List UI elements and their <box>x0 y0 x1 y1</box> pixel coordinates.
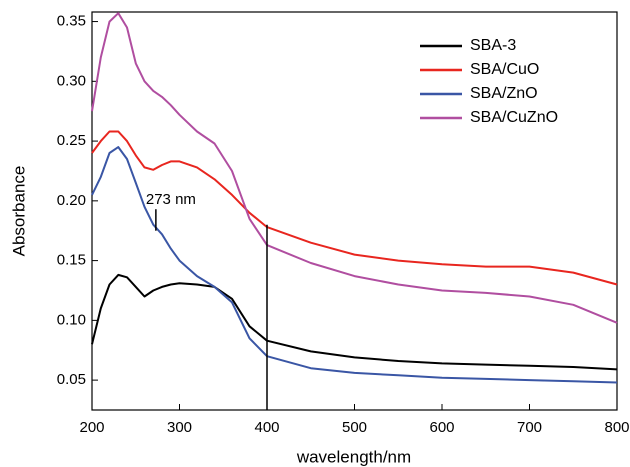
legend-text: SBA-3 <box>470 37 516 54</box>
x-tick-label: 300 <box>167 419 192 436</box>
legend-text: SBA/CuO <box>470 61 539 78</box>
y-tick-label: 0.20 <box>57 192 86 209</box>
legend-text: SBA/ZnO <box>470 85 538 102</box>
y-tick-label: 0.30 <box>57 72 86 89</box>
series-line <box>91 130 618 286</box>
legend-text: SBA/CuZnO <box>470 109 558 126</box>
x-axis-title: wavelength/nm <box>296 447 411 466</box>
x-tick-label: 800 <box>604 419 629 436</box>
series-line <box>91 273 618 371</box>
y-tick-label: 0.35 <box>57 13 86 30</box>
x-tick-label: 600 <box>429 419 454 436</box>
series-line <box>91 146 618 384</box>
x-tick-label: 700 <box>517 419 542 436</box>
y-tick-label: 0.10 <box>57 311 86 328</box>
x-tick-label: 200 <box>79 419 104 436</box>
y-tick-label: 0.05 <box>57 371 86 388</box>
x-tick-label: 500 <box>342 419 367 436</box>
series-line <box>91 12 618 324</box>
y-tick-label: 0.25 <box>57 132 86 149</box>
y-tick-label: 0.15 <box>57 252 86 269</box>
y-axis-title: Absorbance <box>9 166 28 257</box>
annotation-text: 273 nm <box>146 191 196 208</box>
x-tick-label: 400 <box>254 419 279 436</box>
